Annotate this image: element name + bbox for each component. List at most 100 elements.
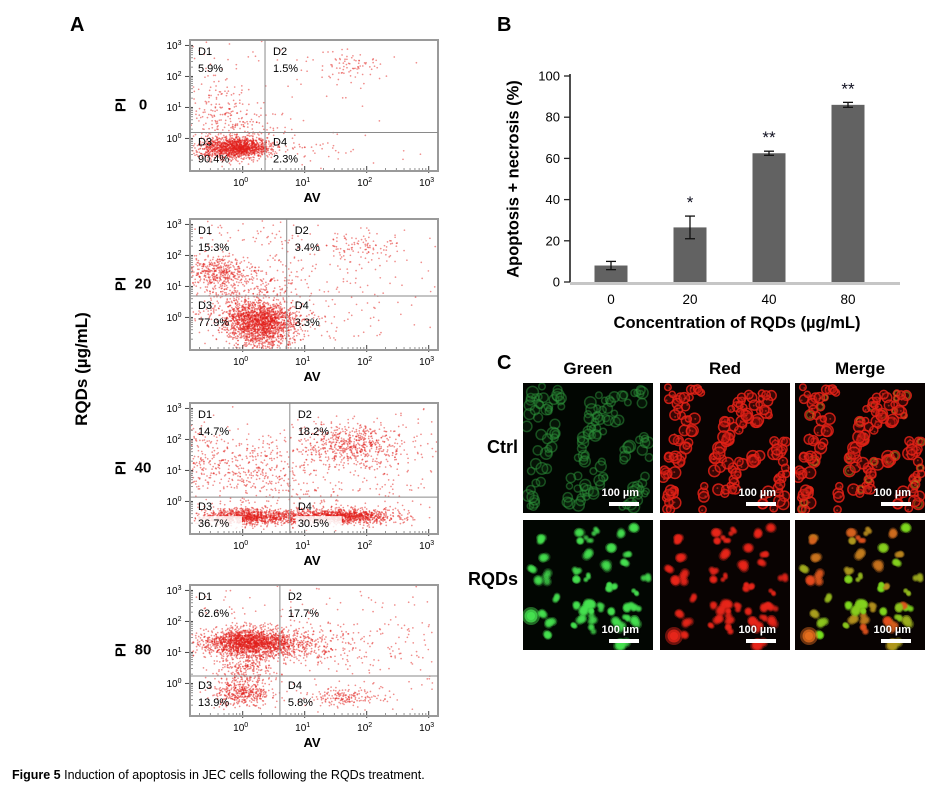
svg-text:20: 20 xyxy=(546,233,560,248)
svg-text:D3: D3 xyxy=(198,300,212,312)
figure-caption: Figure 5 Induction of apoptosis in JEC c… xyxy=(12,768,425,782)
column-header-red: Red xyxy=(708,359,742,378)
svg-text:36.7%: 36.7% xyxy=(198,518,229,530)
micro-image-rqds-green: 100 µm xyxy=(523,520,653,650)
svg-text:102: 102 xyxy=(166,434,181,446)
svg-text:3.4%: 3.4% xyxy=(295,242,320,254)
pi-axis-label: PI xyxy=(112,276,130,292)
caption-figure-number: Figure 5 xyxy=(12,768,61,782)
svg-text:40: 40 xyxy=(761,292,776,307)
svg-text:102: 102 xyxy=(166,71,181,83)
svg-text:15.3%: 15.3% xyxy=(198,242,229,254)
svg-text:18.2%: 18.2% xyxy=(298,426,329,438)
svg-text:14.7%: 14.7% xyxy=(198,426,229,438)
panel-c-label: C xyxy=(497,352,512,374)
svg-text:D3: D3 xyxy=(198,137,212,149)
column-header-merge: Merge xyxy=(834,359,886,378)
flow-scatter-40: 100 101 102 103 100 101 102 103 D1 14.7% D2 18.2% D3… xyxy=(150,393,445,571)
caption-text: Induction of apoptosis in JEC cells foll… xyxy=(60,768,425,782)
svg-text:D2: D2 xyxy=(273,46,287,58)
svg-text:102: 102 xyxy=(357,722,372,734)
svg-text:2.3%: 2.3% xyxy=(273,154,298,166)
svg-text:102: 102 xyxy=(357,177,372,189)
svg-text:101: 101 xyxy=(295,540,310,552)
rqds-concentration-axis-label: RQDs (µg/mL) xyxy=(72,312,91,426)
flow-scatter-20: 100 101 102 103 100 101 102 103 D1 15.3% D2 3.4% D3 7… xyxy=(150,209,445,387)
svg-text:100: 100 xyxy=(166,496,181,508)
svg-text:13.9%: 13.9% xyxy=(198,697,229,709)
svg-text:103: 103 xyxy=(166,40,181,52)
svg-text:AV: AV xyxy=(303,735,320,750)
svg-text:101: 101 xyxy=(295,356,310,368)
svg-text:101: 101 xyxy=(295,177,310,189)
flow-scatter-80: 100 101 102 103 100 101 102 103 D1 62.6% D2 17.7% D3… xyxy=(150,575,445,753)
bar-chart-panel: Apoptosis + necrosis (%) 0 20 40 60 80 100 0 * 2… xyxy=(492,14,932,344)
concentration-label-0: 0 xyxy=(138,96,148,114)
svg-text:D2: D2 xyxy=(295,225,309,237)
svg-text:101: 101 xyxy=(295,722,310,734)
svg-text:101: 101 xyxy=(166,647,181,659)
svg-text:5.8%: 5.8% xyxy=(288,697,313,709)
svg-text:D1: D1 xyxy=(198,409,212,421)
svg-text:D3: D3 xyxy=(198,680,212,692)
svg-text:103: 103 xyxy=(419,177,434,189)
column-header-green: Green xyxy=(563,359,613,378)
svg-text:D4: D4 xyxy=(298,501,312,513)
svg-text:100: 100 xyxy=(166,312,181,324)
concentration-label-40: 40 xyxy=(134,459,152,477)
micro-image-ctrl-merge: 100 µm xyxy=(795,383,925,513)
svg-text:80: 80 xyxy=(840,292,855,307)
svg-text:60: 60 xyxy=(546,151,560,166)
svg-text:D1: D1 xyxy=(198,591,212,603)
svg-text:D1: D1 xyxy=(198,225,212,237)
svg-text:0: 0 xyxy=(553,275,560,290)
svg-text:**: ** xyxy=(841,79,855,98)
panel-b-label: B xyxy=(497,14,512,36)
row-label-rqds: RQDs xyxy=(467,569,518,589)
svg-text:100: 100 xyxy=(233,356,248,368)
svg-text:103: 103 xyxy=(419,722,434,734)
svg-text:101: 101 xyxy=(166,465,181,477)
svg-text:D2: D2 xyxy=(298,409,312,421)
svg-text:102: 102 xyxy=(166,616,181,628)
svg-text:0: 0 xyxy=(607,292,615,307)
svg-text:103: 103 xyxy=(419,540,434,552)
svg-text:D3: D3 xyxy=(198,501,212,513)
svg-text:100: 100 xyxy=(538,69,560,84)
pi-axis-label: PI xyxy=(112,460,130,476)
svg-text:103: 103 xyxy=(419,356,434,368)
pi-axis-label: PI xyxy=(112,97,130,113)
svg-text:100: 100 xyxy=(233,722,248,734)
bar-chart: 0 20 40 60 80 100 0 * 20 ** 40 ** 80 xyxy=(492,14,932,319)
flow-plot-40: PI 40 100 101 102 103 100 101 102 103 D1 14.7% D2 1… xyxy=(105,393,450,573)
svg-text:20: 20 xyxy=(682,292,697,307)
scale-bar: 100 µm xyxy=(601,487,639,506)
svg-text:D4: D4 xyxy=(288,680,302,692)
svg-text:103: 103 xyxy=(166,585,181,597)
flow-plot-0: PI 0 100 101 102 103 100 101 102 103 D1 5.9% D2 1.5… xyxy=(105,30,450,210)
svg-text:D4: D4 xyxy=(273,137,287,149)
flow-plot-80: PI 80 100 101 102 103 100 101 102 103 D1 62.6% D2 1… xyxy=(105,575,450,755)
svg-text:77.9%: 77.9% xyxy=(198,317,229,329)
svg-text:5.9%: 5.9% xyxy=(198,63,223,75)
svg-text:103: 103 xyxy=(166,403,181,415)
micro-image-rqds-red: 100 µm xyxy=(660,520,790,650)
scale-bar: 100 µm xyxy=(873,624,911,643)
svg-text:62.6%: 62.6% xyxy=(198,608,229,620)
svg-text:100: 100 xyxy=(233,540,248,552)
row-label-ctrl: Ctrl xyxy=(487,437,518,457)
svg-text:AV: AV xyxy=(303,190,320,205)
scale-bar: 100 µm xyxy=(873,487,911,506)
bar-x-axis-label: Concentration of RQDs (µg/mL) xyxy=(613,314,861,332)
micro-image-ctrl-green: 100 µm xyxy=(523,383,653,513)
svg-text:90.4%: 90.4% xyxy=(198,154,229,166)
svg-text:40: 40 xyxy=(546,192,560,207)
scale-bar: 100 µm xyxy=(738,624,776,643)
svg-text:D1: D1 xyxy=(198,46,212,58)
flow-plot-20: PI 20 100 101 102 103 100 101 102 103 D1 15.3% D2 3… xyxy=(105,209,450,389)
micro-image-ctrl-red: 100 µm xyxy=(660,383,790,513)
pi-axis-label: PI xyxy=(112,642,130,658)
svg-text:101: 101 xyxy=(166,102,181,114)
svg-text:103: 103 xyxy=(166,219,181,231)
